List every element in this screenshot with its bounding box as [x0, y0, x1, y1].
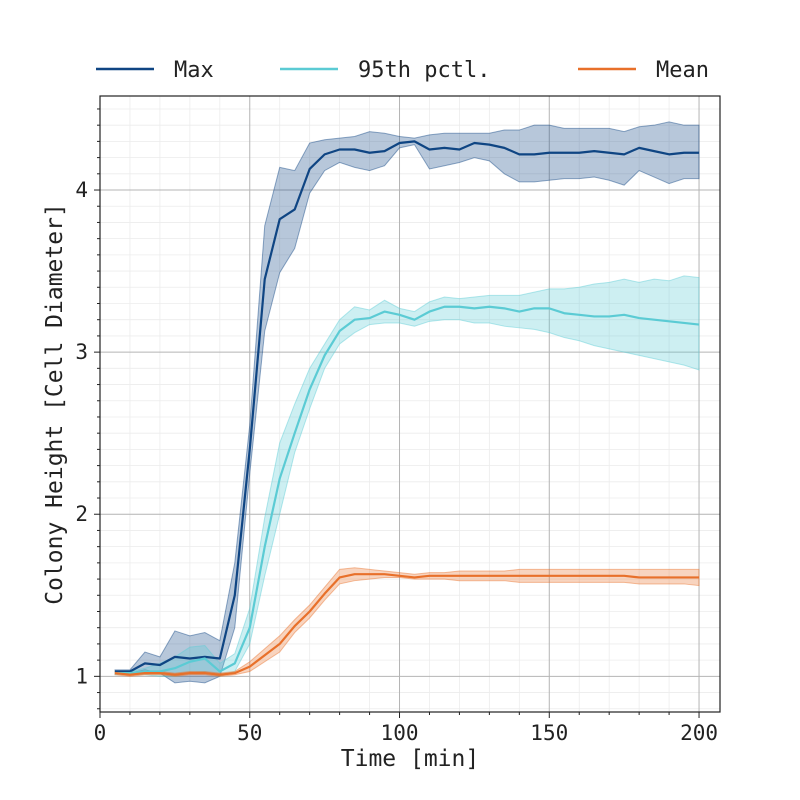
series-lines [114, 140, 700, 676]
confidence-bands [114, 121, 700, 684]
x-tick-label: 50 [237, 721, 262, 745]
x-tick-label: 150 [530, 721, 568, 745]
line-series-1 [114, 140, 700, 673]
minor-grid [100, 96, 720, 712]
y-tick-label: 3 [75, 340, 88, 364]
x-tick-label: 0 [94, 721, 107, 745]
axis-tick-labels: 0 50 100 150 200 1 2 3 4 [75, 178, 718, 745]
legend-label-3: Mean [656, 58, 709, 83]
y-tick-label: 1 [75, 664, 88, 688]
x-tick-label: 200 [680, 721, 718, 745]
band-series-1 [114, 121, 700, 684]
y-tick-label: 2 [75, 502, 88, 526]
legend: Max 95th pctl. Mean [96, 58, 709, 83]
y-tick-label: 4 [75, 178, 88, 202]
x-axis-label: Time [min] [341, 746, 479, 772]
legend-label-1: Max [174, 58, 214, 83]
legend-label-2: 95th pctl. [358, 58, 490, 83]
band-series-2 [114, 275, 700, 677]
y-axis-label: Colony Height [Cell Diameter] [42, 203, 68, 605]
x-tick-label: 100 [381, 721, 419, 745]
axis-ticks [94, 108, 700, 718]
line-series-2 [114, 305, 700, 675]
major-grid [100, 96, 720, 712]
band-series-3 [114, 567, 700, 677]
line-series-3 [114, 573, 700, 676]
plot-frame [99, 95, 721, 713]
